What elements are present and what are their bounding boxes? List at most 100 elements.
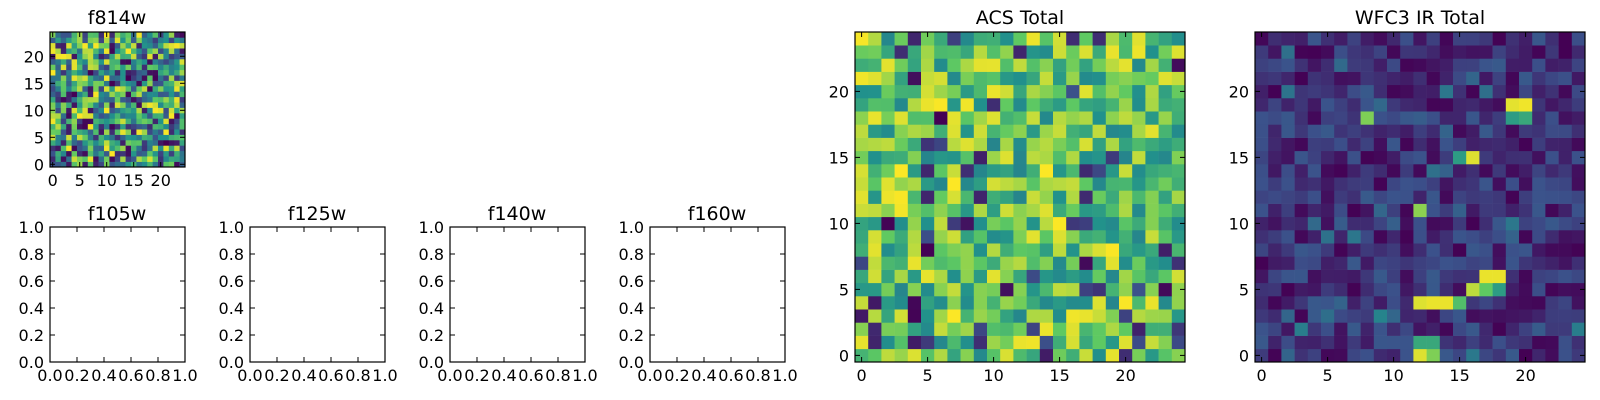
heatmap-cell bbox=[1119, 335, 1133, 350]
heatmap-cell bbox=[125, 156, 132, 162]
heatmap-cell bbox=[1387, 309, 1401, 323]
heatmap-cell bbox=[60, 113, 67, 119]
heatmap-cell bbox=[987, 98, 1001, 112]
heatmap-cell bbox=[1053, 111, 1067, 125]
heatmap-cell bbox=[1294, 164, 1309, 178]
heatmap-cell bbox=[131, 42, 137, 49]
heatmap-cell bbox=[120, 161, 126, 168]
heatmap-cell bbox=[960, 84, 975, 99]
heatmap-cell bbox=[136, 86, 143, 92]
heatmap-cell bbox=[1360, 177, 1375, 191]
heatmap-cell bbox=[1373, 243, 1388, 257]
heatmap-cell bbox=[163, 140, 170, 146]
heatmap-cell bbox=[109, 161, 116, 168]
heatmap-cell bbox=[71, 156, 78, 162]
heatmap-cell bbox=[855, 124, 869, 138]
heatmap-cell bbox=[934, 32, 948, 46]
heatmap-cell bbox=[881, 164, 895, 178]
heatmap-cell bbox=[907, 45, 922, 59]
heatmap-cell bbox=[1105, 309, 1120, 323]
heatmap-cell bbox=[894, 98, 909, 112]
heatmap-cell bbox=[855, 150, 869, 165]
heatmap-cell bbox=[1158, 71, 1173, 86]
heatmap-cell bbox=[1281, 230, 1295, 244]
heatmap-cell bbox=[1479, 58, 1493, 72]
heatmap-cell bbox=[1132, 177, 1146, 191]
heatmap-cell bbox=[1145, 230, 1159, 244]
heatmap-cell bbox=[1387, 190, 1401, 204]
heatmap-cell bbox=[93, 150, 99, 157]
heatmap-cell bbox=[960, 216, 975, 231]
heatmap-cell bbox=[1281, 282, 1295, 297]
heatmap-cell bbox=[1171, 137, 1186, 152]
heatmap-cell bbox=[1360, 45, 1375, 59]
heatmap-cell bbox=[60, 59, 67, 65]
heatmap-cell bbox=[1026, 84, 1041, 99]
heatmap-cell bbox=[50, 86, 56, 92]
x-tick-label: 15 bbox=[1449, 366, 1469, 385]
heatmap-cell bbox=[1373, 322, 1388, 336]
heatmap-cell bbox=[1105, 282, 1120, 297]
heatmap-cell bbox=[907, 348, 922, 363]
heatmap-cell bbox=[1092, 348, 1107, 363]
heatmap-cell bbox=[1347, 230, 1361, 244]
heatmap-cell bbox=[1426, 256, 1441, 270]
heatmap-cell bbox=[1453, 71, 1467, 86]
heatmap-cell bbox=[947, 296, 961, 310]
heatmap-cell bbox=[141, 102, 148, 108]
heatmap-cell bbox=[152, 113, 159, 119]
heatmap-cell bbox=[174, 129, 180, 135]
heatmap-cell bbox=[163, 48, 170, 54]
heatmap-cell bbox=[1255, 296, 1269, 310]
heatmap-cell bbox=[125, 86, 132, 92]
heatmap-cell bbox=[1426, 71, 1441, 86]
heatmap-cell bbox=[1466, 150, 1480, 165]
heatmap-cell bbox=[1066, 230, 1080, 244]
heatmap-cell bbox=[1519, 243, 1533, 257]
heatmap-cell bbox=[1119, 177, 1133, 191]
heatmap-cell bbox=[93, 113, 99, 119]
heatmap-cell bbox=[1505, 335, 1520, 350]
heatmap-cell bbox=[1066, 348, 1080, 363]
heatmap-cell bbox=[1426, 282, 1441, 297]
heatmap-cell bbox=[60, 91, 67, 98]
heatmap-cell bbox=[1387, 164, 1401, 178]
heatmap-cell bbox=[147, 75, 153, 81]
heatmap-cell bbox=[1387, 243, 1401, 257]
heatmap-cell bbox=[907, 98, 922, 112]
heatmap-cell bbox=[120, 75, 126, 81]
heatmap-cell bbox=[1281, 216, 1295, 231]
heatmap-cell bbox=[868, 150, 882, 165]
heatmap-cell bbox=[1013, 98, 1027, 112]
heatmap-cell bbox=[104, 150, 110, 157]
heatmap-cell bbox=[120, 86, 126, 92]
heatmap-cell bbox=[1558, 269, 1573, 284]
heatmap-cell bbox=[1132, 124, 1146, 138]
heatmap-cell bbox=[1255, 335, 1269, 350]
heatmap-cell bbox=[131, 145, 137, 152]
heatmap-cell bbox=[947, 322, 961, 336]
heatmap-cell bbox=[1505, 84, 1520, 99]
heatmap-cell bbox=[881, 335, 895, 350]
heatmap-cell bbox=[1453, 256, 1467, 270]
heatmap-cell bbox=[158, 102, 164, 108]
heatmap-cell bbox=[973, 111, 988, 125]
heatmap-cell bbox=[868, 111, 882, 125]
heatmap-cell bbox=[168, 75, 175, 81]
heatmap-cell bbox=[1268, 243, 1282, 257]
heatmap-cell bbox=[1255, 150, 1269, 165]
heatmap-cell bbox=[1294, 84, 1309, 99]
heatmap-cell bbox=[1373, 296, 1388, 310]
heatmap-cell bbox=[1347, 309, 1361, 323]
heatmap-cell bbox=[120, 145, 126, 152]
heatmap-cell bbox=[1255, 177, 1269, 191]
heatmap-cell bbox=[987, 322, 1001, 336]
heatmap-cell bbox=[158, 37, 164, 44]
heatmap-cell bbox=[1066, 58, 1080, 72]
heatmap-cell bbox=[163, 91, 170, 98]
heatmap-cell bbox=[868, 84, 882, 99]
heatmap-cell bbox=[141, 86, 148, 92]
heatmap-cell bbox=[1171, 243, 1186, 257]
heatmap-cell bbox=[1281, 335, 1295, 350]
heatmap-cell bbox=[168, 32, 175, 38]
